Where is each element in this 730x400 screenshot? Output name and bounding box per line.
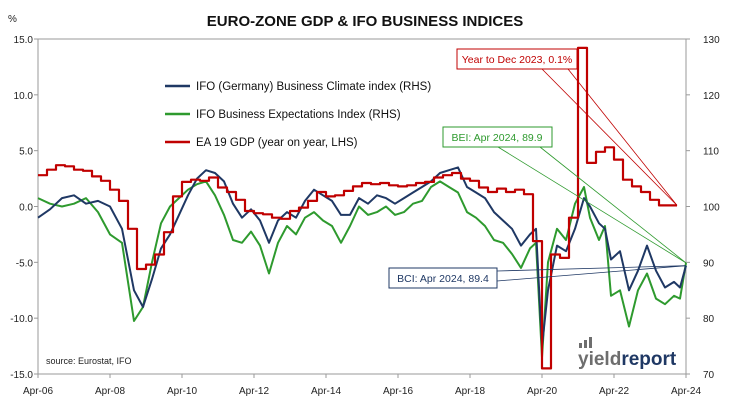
left-axis: 15.0 10.0 5.0 0.0 -5.0 -10.0 -15.0 (10, 35, 38, 381)
x-axis-tick-label: Apr-16 (383, 386, 413, 397)
series-ifo-business-climate-line (37, 166, 687, 348)
x-axis-tick-label: Apr-12 (239, 386, 269, 397)
chart-title: EURO-ZONE GDP & IFO BUSINESS INDICES (207, 13, 523, 30)
annotation-bei-leader (539, 146, 687, 264)
logo-text-report: report (621, 349, 677, 370)
right-axis-tick-label: 130 (703, 35, 720, 46)
left-axis-tick-label: 0.0 (19, 203, 33, 214)
series-ea19-gdp-line (38, 46, 677, 370)
x-axis-tick-label: Apr-06 (23, 386, 53, 397)
series-layer (37, 46, 687, 370)
logo-text-yield: yield (578, 349, 621, 370)
left-axis-tick-label: -15.0 (10, 370, 33, 381)
left-axis-tick-label: -10.0 (10, 314, 33, 325)
x-axis-tick-label: Apr-20 (527, 386, 557, 397)
x-axis-tick-label: Apr-08 (95, 386, 125, 397)
left-axis-unit-label: % (8, 14, 17, 25)
left-axis-tick-label: 15.0 (14, 35, 34, 46)
x-axis: Apr-06 Apr-08 Apr-10 Apr-12 Apr-14 Apr-16 Apr-… (23, 374, 701, 397)
legend: IFO (Germany) Business Climate index (RH… (165, 81, 431, 149)
annotation-bci-box (388, 267, 498, 289)
right-axis-tick-label: 70 (703, 370, 715, 381)
source-note: source: Eurostat, IFO (46, 356, 132, 366)
left-axis-tick-label: 5.0 (19, 147, 33, 158)
logo-bars-icon (579, 337, 592, 348)
annotation-bci-leader (496, 265, 687, 272)
legend-label-business-climate: IFO (Germany) Business Climate index (RH… (196, 81, 431, 93)
annotation-bci: BCI: Apr 2024, 89.4 (388, 267, 498, 289)
legend-label-business-expectations: IFO Business Expectations Index (RHS) (196, 109, 401, 121)
yieldreport-logo: yieldreport (578, 337, 677, 370)
x-axis-tick-label: Apr-14 (311, 386, 341, 397)
x-axis-tick-label: Apr-18 (455, 386, 485, 397)
annotation-gdp-leader (567, 68, 678, 206)
x-axis-tick-label: Apr-22 (599, 386, 629, 397)
left-axis-tick-label: 10.0 (14, 91, 34, 102)
right-axis-tick-label: 90 (703, 258, 715, 269)
annotation-bei-box (442, 126, 553, 148)
x-axis-tick-label: Apr-24 (671, 386, 701, 397)
annotation-bci-label: BCI: Apr 2024, 89.4 (397, 273, 489, 285)
right-axis-tick-label: 100 (703, 203, 720, 214)
annotation-gdp-leader (541, 68, 678, 206)
annotation-bci-leader (496, 265, 687, 282)
right-axis-tick-label: 120 (703, 91, 720, 102)
right-axis-tick-label: 80 (703, 314, 715, 325)
annotation-bei-leader (497, 146, 687, 264)
left-axis-tick-label: -5.0 (16, 258, 34, 269)
annotation-gdp: Year to Dec 2023, 0.1% (456, 48, 578, 70)
svg-text:yieldreport: yieldreport (578, 349, 677, 370)
right-axis-tick-label: 110 (703, 147, 719, 158)
annotation-gdp-box (456, 48, 578, 70)
legend-label-gdp: EA 19 GDP (year on year, LHS) (196, 137, 358, 149)
annotation-gdp-label: Year to Dec 2023, 0.1% (462, 54, 573, 66)
annotation-bei-label: BEI: Apr 2024, 89.9 (451, 132, 542, 144)
series-ifo-business-expectations-line (37, 180, 687, 359)
right-axis: 130 120 110 100 90 80 70 (686, 35, 720, 381)
x-axis-tick-label: Apr-10 (167, 386, 197, 397)
annotation-lines (496, 68, 687, 282)
annotation-bei: BEI: Apr 2024, 89.9 (442, 126, 553, 148)
